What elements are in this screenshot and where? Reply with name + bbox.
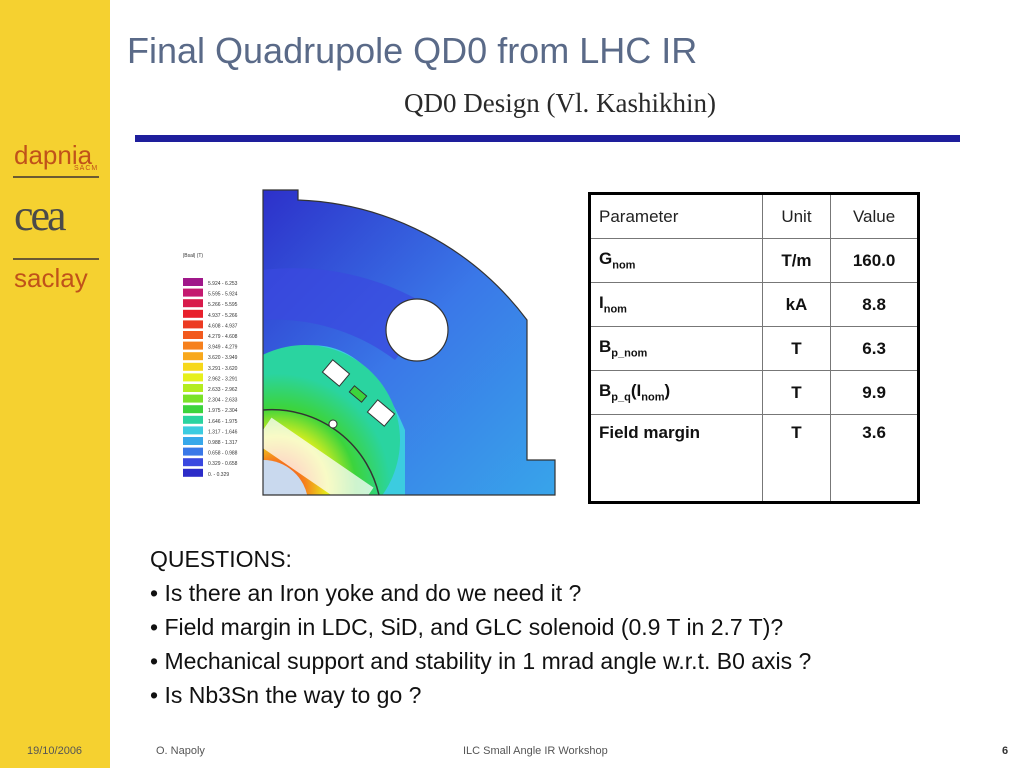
logo-divider — [13, 176, 99, 178]
legend-label: 3.949 - 4.279 — [208, 345, 238, 351]
table-row: Bp_q(Inom) T 9.9 — [589, 370, 919, 415]
legend-swatch — [183, 437, 203, 445]
question-item: • Field margin in LDC, SiD, and GLC sole… — [150, 614, 784, 640]
legend-swatch — [183, 309, 203, 318]
legend-title: |Bsal| (T) — [183, 253, 203, 259]
logo-dapnia: dapnia — [14, 140, 93, 170]
legend-label: 5.266 - 5.595 — [208, 302, 238, 308]
column-header-parameter: Parameter — [589, 193, 763, 239]
legend-swatch — [183, 458, 203, 467]
logo-divider — [13, 258, 99, 260]
legend-label: 4.937 - 5.266 — [208, 313, 238, 319]
sidebar: dapnia SACM cea saclay — [0, 0, 110, 768]
table-row: Bp_nom T 6.3 — [589, 326, 919, 371]
value-cell: 9.9 — [830, 370, 919, 415]
field-legend: |Bsal| (T) 5.924 - 6.253 5.595 - 5.924 5.2… — [183, 253, 238, 478]
slide-title: Final Quadrupole QD0 from LHC IR — [127, 30, 698, 71]
table-header-row: Parameter Unit Value — [589, 193, 919, 239]
legend-swatch — [183, 373, 203, 382]
legend-label: 5.595 - 5.924 — [208, 292, 238, 298]
unit-cell: T — [761, 414, 832, 503]
title-rule — [135, 135, 960, 142]
legend-label: 2.304 - 2.633 — [208, 398, 238, 404]
legend-swatch — [183, 384, 203, 392]
footer-event: ILC Small Angle IR Workshop — [463, 745, 608, 757]
qd0-field-map: |Bsal| (T) 5.924 - 6.253 5.595 - 5.924 5.2… — [183, 189, 556, 496]
legend-swatch — [183, 426, 203, 435]
param-cell: Inom — [589, 282, 763, 327]
questions-block: QUESTIONS: • Is there an Iron yoke and d… — [150, 542, 811, 712]
parameter-table: Parameter Unit Value Gnom T/m 160.0 Inom… — [588, 192, 920, 504]
footer-author: O. Napoly — [156, 745, 205, 757]
legend-label: 1.317 - 1.646 — [208, 429, 238, 435]
slide-subtitle: QD0 Design (Vl. Kashikhin) — [404, 88, 716, 118]
legend-label: 0.988 - 1.317 — [208, 440, 238, 446]
legend-label: 4.608 - 4.937 — [208, 323, 238, 329]
legend-label: 0. - 0.329 — [208, 472, 229, 478]
legend-label: 2.962 - 3.291 — [208, 376, 238, 382]
question-item: • Mechanical support and stability in 1 … — [150, 648, 812, 674]
value-cell: 6.3 — [830, 326, 919, 371]
legend-swatch — [183, 415, 203, 424]
param-cell: Gnom — [589, 238, 763, 283]
legend-swatch — [183, 447, 203, 456]
legend-label: 5.924 - 6.253 — [208, 281, 238, 287]
legend-swatch — [183, 288, 203, 297]
unit-cell: T/m — [761, 238, 832, 283]
question-item: • Is Nb3Sn the way to go ? — [150, 682, 422, 708]
table-row: Inom kA 8.8 — [589, 282, 919, 327]
param-cell: Bp_q(Inom) — [589, 370, 763, 415]
logo-saclay: saclay — [14, 263, 88, 293]
value-cell: 3.6 — [830, 414, 919, 503]
question-item: • Is there an Iron yoke and do we need i… — [150, 580, 582, 606]
legend-label: 3.291 - 3.620 — [208, 366, 238, 372]
legend-label: 1.975 - 2.304 — [208, 408, 238, 414]
column-header-unit: Unit — [761, 193, 832, 239]
questions-heading: QUESTIONS: — [150, 546, 292, 572]
unit-cell: T — [761, 370, 832, 415]
table-row: Field margin T 3.6 — [589, 414, 919, 503]
legend-swatch — [183, 362, 203, 371]
legend-label: 0.658 - 0.988 — [208, 451, 238, 457]
value-cell: 160.0 — [830, 238, 919, 283]
legend-swatch — [183, 341, 203, 350]
legend-swatch — [183, 405, 203, 414]
yoke-hole — [385, 298, 449, 362]
legend-label: 4.279 - 4.608 — [208, 334, 238, 340]
param-cell: Field margin — [589, 414, 763, 503]
value-cell: 8.8 — [830, 282, 919, 327]
legend-swatch — [183, 468, 203, 477]
logo-cea: cea — [14, 191, 67, 240]
legend-swatch — [183, 394, 203, 403]
legend-swatch — [183, 299, 203, 308]
logo-sacm: SACM — [74, 165, 99, 172]
legend-label: 2.633 - 2.962 — [208, 387, 238, 393]
legend-swatch — [183, 320, 203, 329]
legend-swatch — [183, 352, 203, 361]
table-row: Gnom T/m 160.0 — [589, 238, 919, 283]
legend-label: 0.329 - 0.658 — [208, 461, 238, 467]
unit-cell: kA — [761, 282, 832, 327]
legend-label: 3.620 - 3.949 — [208, 355, 238, 361]
param-cell: Bp_nom — [589, 326, 763, 371]
unit-cell: T — [761, 326, 832, 371]
legend-swatch — [183, 278, 203, 286]
column-header-value: Value — [830, 193, 919, 239]
footer-date: 19/10/2006 — [27, 745, 83, 757]
legend-label: 1.646 - 1.975 — [208, 419, 238, 425]
page-number: 6 — [1002, 745, 1009, 757]
legend-swatch — [183, 331, 203, 339]
